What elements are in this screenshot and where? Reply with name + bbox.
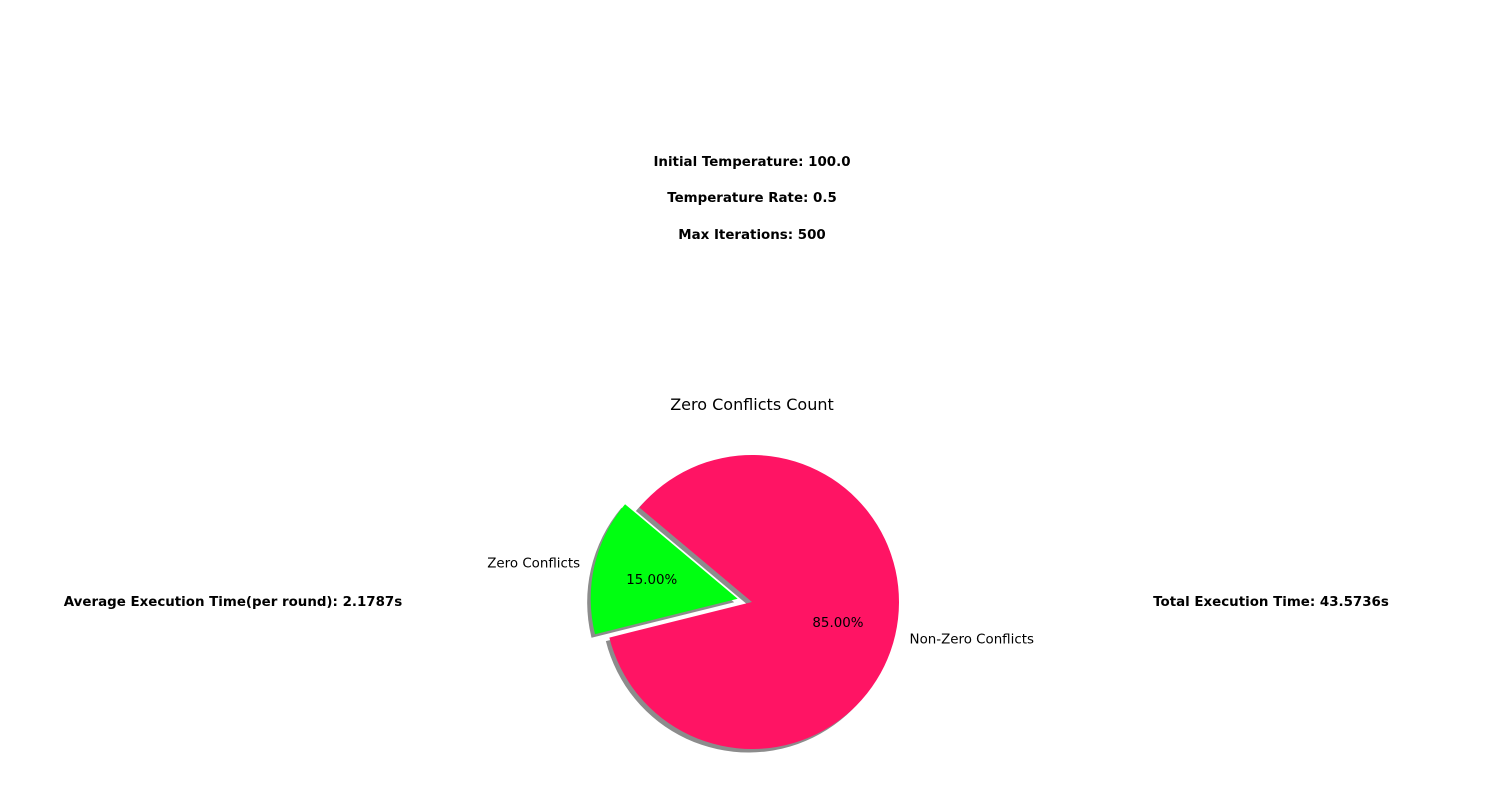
zero-conflicts-slice-percent: 15.00% [626,573,677,588]
temperature-rate-text: Temperature Rate: 0.5 [667,191,837,206]
initial-temperature-text: Initial Temperature: 100.0 [653,155,850,170]
average-execution-time-text: Average Execution Time(per round): 2.178… [64,595,402,610]
total-execution-time-text: Total Execution Time: 43.5736s [1153,595,1389,610]
non-zero-conflicts-slice-percent: 85.00% [812,616,863,631]
pie-labels: Zero Conflicts 15.00% Non-Zero Conflicts 85… [487,556,1034,647]
non-zero-conflicts-slice [609,455,899,749]
pie-slices [590,455,899,749]
max-iterations-text: Max Iterations: 500 [678,228,825,243]
zero-conflicts-slice [590,504,738,635]
non-zero-conflicts-slice-label: Non-Zero Conflicts [910,632,1034,647]
zero-conflicts-slice-label: Zero Conflicts [487,556,580,571]
chart-title: Zero Conflicts Count [670,395,834,414]
